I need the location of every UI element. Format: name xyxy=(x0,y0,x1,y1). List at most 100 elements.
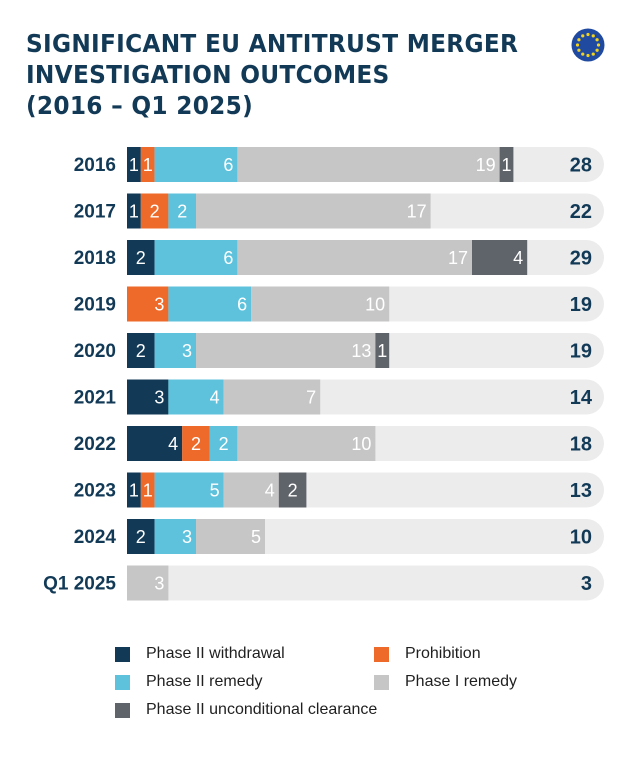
legend-item-phase2-withdrawal: Phase II withdrawal xyxy=(115,645,285,663)
category-label: 2017 xyxy=(74,202,116,223)
segment-value-label: 13 xyxy=(351,341,371,361)
segment-value-label: 6 xyxy=(237,295,247,315)
segment-value-label: 2 xyxy=(136,248,146,268)
segment-value-label: 6 xyxy=(223,248,233,268)
bar-segment-phase1-remedy xyxy=(127,565,169,601)
bar-segment-phase2-remedy xyxy=(154,472,224,508)
bar-segment-phase2-remedy xyxy=(168,193,196,229)
legend-swatch-phase2-unconditional xyxy=(115,702,130,718)
segment-value-label: 3 xyxy=(154,388,164,408)
segment-value-label: 10 xyxy=(351,434,371,454)
bar-segment-phase1-remedy xyxy=(237,426,376,461)
title-line-2: INVESTIGATION OUTCOMES xyxy=(26,60,390,89)
legend-label-phase2-unconditional: Phase II unconditional clearance xyxy=(146,701,378,718)
bar-row: 2016 1 1 6 19 1 28 xyxy=(74,147,604,182)
segment-value-label: 2 xyxy=(288,481,298,501)
category-label: Q1 2025 xyxy=(43,574,116,595)
legend-label-phase2-withdrawal: Phase II withdrawal xyxy=(146,645,285,662)
segment-value-label: 1 xyxy=(129,155,139,175)
bar-segment-prohibition xyxy=(140,472,155,508)
flag-star xyxy=(596,43,601,47)
segment-value-label: 2 xyxy=(219,434,229,454)
bar-segment-phase2-remedy xyxy=(154,519,196,554)
segment-value-label: 1 xyxy=(143,481,153,501)
bar-segment-phase2-remedy xyxy=(209,426,238,461)
legend-swatch-phase2-remedy xyxy=(115,674,130,690)
flag-star xyxy=(586,53,590,58)
segment-value-label: 4 xyxy=(265,481,275,501)
bar-row: 2018 2 6 17 4 29 xyxy=(74,240,604,275)
bar-track xyxy=(127,565,604,601)
total-label: 14 xyxy=(570,387,593,409)
bar-segment-phase1-remedy xyxy=(237,240,472,275)
legend-swatch-prohibition xyxy=(374,646,389,662)
bar-segment-phase2-withdrawal xyxy=(127,379,169,415)
bar-row: 2020 2 3 13 1 19 xyxy=(74,333,604,368)
segment-value-label: 2 xyxy=(191,434,201,454)
segment-value-label: 2 xyxy=(150,202,160,222)
segment-value-label: 2 xyxy=(136,341,146,361)
segment-value-label: 4 xyxy=(210,388,220,408)
bar-segment-phase1-remedy xyxy=(223,379,321,415)
total-label: 22 xyxy=(570,201,592,223)
category-label: 2020 xyxy=(74,341,116,362)
bar-segment-phase2-remedy xyxy=(154,333,196,368)
bar-segment-phase2-remedy xyxy=(154,240,238,275)
bar-row: 2024 2 3 5 10 xyxy=(74,519,604,554)
segment-value-label: 5 xyxy=(210,481,220,501)
legend-item-phase2-remedy: Phase II remedy xyxy=(115,673,263,691)
category-label: 2019 xyxy=(74,295,116,316)
legend-label-prohibition: Prohibition xyxy=(405,645,481,662)
total-label: 19 xyxy=(570,341,592,363)
legend-item-prohibition: Prohibition xyxy=(374,645,481,663)
bar-row: 2023 1 1 5 4 2 13 xyxy=(74,472,604,508)
segment-value-label: 3 xyxy=(154,295,164,315)
bar-segment-phase1-remedy xyxy=(196,193,431,229)
category-label: 2018 xyxy=(74,248,116,269)
flag-star xyxy=(577,48,581,52)
segment-value-label: 5 xyxy=(251,527,261,547)
eu-flag-icon xyxy=(571,28,605,62)
bar-segment-prohibition xyxy=(127,286,169,322)
segment-value-label: 1 xyxy=(129,202,139,222)
total-label: 29 xyxy=(570,248,592,270)
flag-star xyxy=(575,43,580,47)
segment-value-label: 2 xyxy=(177,202,187,222)
flag-star xyxy=(595,48,599,52)
bar-segment-phase1-remedy xyxy=(237,147,500,182)
bar-row: 2019 3 6 10 19 xyxy=(74,286,604,322)
legend-label-phase1-remedy: Phase I remedy xyxy=(405,673,518,690)
segment-value-label: 10 xyxy=(365,295,385,315)
legend-swatch-phase2-withdrawal xyxy=(115,646,130,662)
bar-segment-phase2-unconditional xyxy=(278,472,307,508)
bar-row: 2022 4 2 2 10 18 xyxy=(74,426,604,461)
legend-item-phase1-remedy: Phase I remedy xyxy=(374,673,517,691)
segment-value-label: 1 xyxy=(501,155,511,175)
bar-row: 2017 1 2 2 17 22 xyxy=(74,193,604,229)
segment-value-label: 17 xyxy=(448,248,468,268)
bar-row: Q1 2025 3 3 xyxy=(43,565,604,601)
segment-value-label: 6 xyxy=(223,155,233,175)
segment-value-label: 19 xyxy=(476,155,496,175)
bar-segment-phase2-withdrawal xyxy=(127,240,155,275)
flag-star xyxy=(595,38,599,42)
segment-value-label: 1 xyxy=(377,341,387,361)
bar-segment-prohibition xyxy=(182,426,210,461)
bar-segment-phase2-withdrawal xyxy=(127,472,141,508)
bar-segment-phase1-remedy xyxy=(223,472,279,508)
bar-segment-phase2-unconditional xyxy=(472,240,528,275)
category-label: 2021 xyxy=(74,388,117,409)
segment-value-label: 1 xyxy=(129,481,139,501)
category-label: 2016 xyxy=(74,155,116,176)
category-label: 2023 xyxy=(74,481,116,502)
chart-title: SIGNIFICANT EU ANTITRUST MERGER INVESTIG… xyxy=(26,28,518,121)
bar-segment-phase1-remedy xyxy=(196,519,265,554)
bar-segment-phase2-withdrawal xyxy=(127,333,155,368)
flag-star xyxy=(577,38,581,42)
category-label: 2022 xyxy=(74,434,116,455)
segment-value-label: 7 xyxy=(306,388,316,408)
segment-value-label: 4 xyxy=(168,434,178,454)
bar-segment-prohibition xyxy=(140,147,155,182)
bar-segment-phase2-remedy xyxy=(154,147,238,182)
